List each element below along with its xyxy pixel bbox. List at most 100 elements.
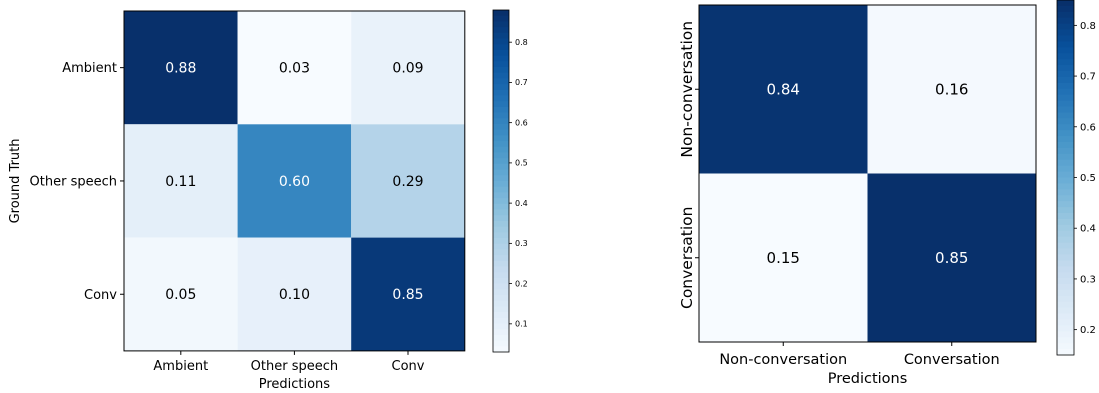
colorbar-segment [493, 260, 509, 268]
heatmap-cell [699, 173, 868, 342]
colorbar-segment [493, 300, 509, 307]
x-tick-label: Conversation [904, 352, 1000, 368]
colorbar-segment [1057, 295, 1074, 303]
colorbar-segment [493, 209, 509, 216]
colorbar-segment [493, 135, 509, 142]
colorbar-segment [1057, 349, 1074, 356]
colorbar-segment [1057, 266, 1074, 273]
colorbar-segment [493, 15, 509, 22]
heatmap-cell [867, 173, 1036, 342]
colorbar-segment [1057, 278, 1074, 285]
colorbar-segment [1057, 41, 1074, 48]
colorbar-segment [493, 38, 509, 45]
x-tick-label: Other speech [251, 359, 338, 374]
colorbar-segment [1057, 201, 1074, 208]
colorbar-segment [1057, 112, 1074, 119]
colorbar-segment [1057, 331, 1074, 338]
cell-value-label: 0.85 [392, 287, 423, 303]
colorbar-segment [1057, 301, 1074, 309]
colorbar-segment [1057, 254, 1074, 261]
heatmap-cell [699, 5, 868, 174]
colorbar-segment [1057, 289, 1074, 297]
colorbar-segment [493, 272, 509, 279]
cell-value-label: 0.15 [767, 249, 800, 267]
colorbar-segment [493, 226, 509, 233]
colorbar-segment [1057, 11, 1074, 19]
colorbar-segment [493, 129, 509, 136]
cell-value-label: 0.09 [392, 61, 423, 77]
y-tick-label: Non-conversation [678, 21, 696, 158]
colorbar-segment [493, 44, 509, 51]
colorbar-segment [493, 61, 509, 68]
heatmap-cell [124, 237, 238, 351]
colorbar-segment [1057, 284, 1074, 291]
cell-value-label: 0.84 [767, 81, 800, 99]
plot-frame [698, 4, 1037, 343]
colorbar-segment [493, 67, 509, 74]
colorbar-segment [493, 198, 509, 205]
colorbar-segment [493, 295, 509, 302]
colorbar-segment [1057, 236, 1074, 244]
colorbar-segment [1057, 242, 1074, 250]
x-axis-title: Predictions [259, 377, 331, 392]
colorbar-tick-label: 0.2 [515, 279, 528, 288]
cell-value-label: 0.16 [935, 81, 968, 99]
colorbar-tick-label: 0.7 [1080, 72, 1096, 83]
colorbar-segment [1057, 147, 1074, 155]
colorbar-segment [493, 106, 509, 114]
colorbar-segment [1057, 65, 1074, 72]
y-axis-title: Ground Truth [8, 138, 23, 223]
colorbar-segment [1057, 106, 1074, 114]
colorbar-segment [1057, 0, 1074, 7]
colorbar-segment [1057, 88, 1074, 96]
colorbar-tick-label: 0.6 [515, 118, 528, 127]
colorbar-segment [1057, 59, 1074, 66]
x-tick-label: Ambient [153, 359, 208, 374]
cell-value-label: 0.11 [165, 174, 196, 190]
colorbar-segment [493, 215, 509, 222]
colorbar-segment [493, 329, 509, 336]
colorbar-segment [493, 340, 509, 347]
heatmap-cell [237, 124, 352, 238]
colorbar-segment [493, 101, 509, 108]
colorbar-segment [1057, 337, 1074, 344]
colorbar-segment [493, 232, 509, 239]
y-tick-label: Conversation [678, 207, 696, 309]
colorbar-segment [493, 152, 509, 159]
colorbar-segment [1057, 224, 1074, 232]
colorbar-segment [1057, 124, 1074, 131]
heatmap-cell [351, 124, 465, 238]
colorbar-segment [1057, 130, 1074, 137]
heatmap-cell [351, 11, 465, 125]
colorbar-tick-label: 0.8 [1080, 21, 1096, 32]
colorbar-segment [493, 306, 509, 313]
colorbar-tick-label: 0.5 [1080, 173, 1096, 184]
colorbar-segment [493, 10, 509, 17]
colorbar-segment [1057, 153, 1074, 161]
colorbar-segment [1057, 47, 1074, 54]
colorbar-segment [493, 49, 509, 57]
colorbar-segment [493, 266, 509, 273]
colorbar-segment [1057, 207, 1074, 214]
colorbar-segment [1057, 189, 1074, 196]
colorbar-segment [1057, 183, 1074, 190]
colorbar-segment [1057, 230, 1074, 238]
colorbar-segment [1057, 343, 1074, 350]
colorbar-segment [493, 323, 509, 330]
x-tick-label: Non-conversation [719, 352, 847, 368]
colorbar-segment [1057, 29, 1074, 37]
colorbar-segment [1057, 23, 1074, 31]
heatmap-cell [351, 237, 465, 351]
colorbar-segment [1057, 313, 1074, 321]
colorbar-segment [1057, 177, 1074, 185]
colorbar-segment [1057, 5, 1074, 13]
colorbar-segment [493, 192, 509, 199]
cell-value-label: 0.29 [392, 174, 423, 190]
colorbar-segment [1057, 118, 1074, 125]
cell-value-label: 0.03 [279, 61, 310, 77]
colorbar-tick-label: 0.8 [515, 38, 528, 47]
colorbar-segment [493, 181, 509, 188]
cell-value-label: 0.10 [279, 287, 310, 303]
colorbar-tick-label: 0.4 [515, 199, 528, 208]
